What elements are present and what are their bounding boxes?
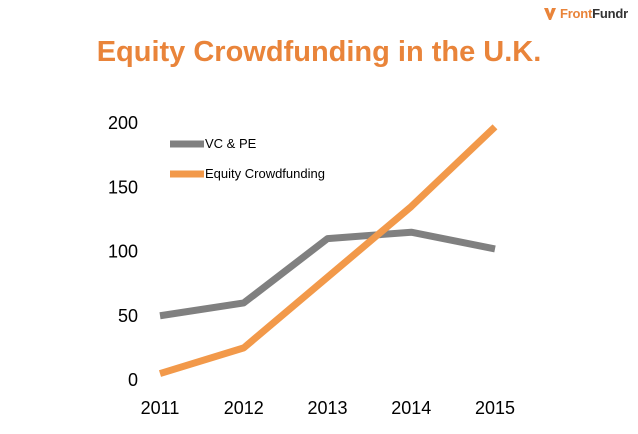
x-tick-label: 2012 [224,398,264,418]
y-tick-label: 100 [108,242,138,262]
brand-name: FrontFundr [559,6,628,21]
x-axis-ticks: 2011 2012 2013 2014 2015 [141,398,515,418]
x-tick-label: 2013 [307,398,347,418]
y-tick-label: 200 [108,113,138,133]
x-tick-label: 2011 [141,398,180,418]
y-tick-label: 50 [118,306,138,326]
legend-label-1: Equity Crowdfunding [205,166,325,181]
y-tick-label: 0 [128,370,138,390]
series-line-0 [159,228,496,320]
y-tick-label: 150 [108,177,138,197]
chart-title: Equity Crowdfunding in the U.K. [96,36,542,68]
series-lines [158,124,498,377]
frontfundr-logo-icon [543,7,556,20]
y-axis-ticks: 0 50 100 150 200 [108,113,138,390]
x-tick-label: 2015 [475,398,515,418]
brand-logo: FrontFundr [543,6,628,21]
legend-label-0: VC & PE [205,136,257,151]
x-tick-label: 2014 [391,398,431,418]
legend: VC & PE Equity Crowdfunding [170,136,325,181]
series-line-1 [158,124,498,377]
